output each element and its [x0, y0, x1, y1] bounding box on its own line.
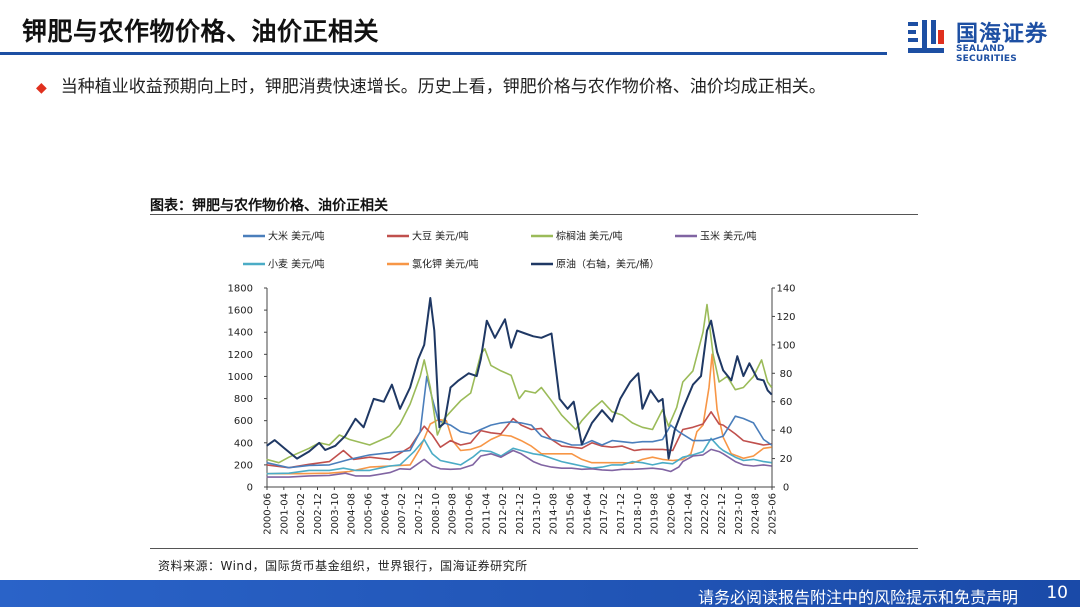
x-tick-label: 2009-08 — [448, 493, 459, 535]
x-tick-label: 2020-06 — [667, 493, 678, 535]
legend-label: 棕榈油 美元/吨 — [556, 230, 623, 243]
x-tick-label: 2007-02 — [397, 493, 408, 535]
bullet-text: 当种植业收益预期向上时，钾肥消费快速增长。历史上看，钾肥价格与农作物价格、油价均… — [60, 77, 826, 97]
x-tick-label: 2023-10 — [734, 493, 745, 535]
y-right-tick-label: 60 — [780, 397, 793, 408]
x-tick-label: 2014-08 — [549, 493, 560, 535]
x-tick-label: 2006-04 — [380, 493, 391, 535]
series-line-6 — [266, 297, 773, 460]
series-line-5 — [266, 353, 772, 475]
x-tick-label: 2010-06 — [465, 493, 476, 535]
y-right-tick-label: 40 — [780, 426, 793, 437]
y-left-tick-label: 1400 — [228, 328, 253, 339]
y-left-tick-label: 0 — [247, 483, 253, 494]
source-rule — [150, 548, 918, 549]
series-line-3 — [266, 448, 772, 478]
footer-disclaimer: 请务必阅读报告附注中的风险提示和免责声明 — [697, 588, 1018, 607]
legend-label: 氯化钾 美元/吨 — [412, 258, 479, 271]
y-right-tick-label: 0 — [783, 483, 789, 494]
title-divider — [0, 52, 887, 55]
logo-english-text: SEALAND SECURITIES — [956, 44, 1017, 64]
y-left-tick-label: 1600 — [228, 306, 253, 317]
chart-top-rule — [150, 214, 918, 215]
series-line-1 — [266, 411, 772, 469]
footer-bar: 请务必阅读报告附注中的风险提示和免责声明 10 — [0, 580, 1080, 607]
x-tick-label: 2021-04 — [683, 493, 694, 535]
legend-label: 玉米 美元/吨 — [700, 230, 757, 243]
x-tick-label: 2016-04 — [582, 493, 593, 535]
x-tick-label: 2001-04 — [279, 493, 290, 535]
x-tick-label: 2025-06 — [768, 493, 779, 535]
price-line-chart: 大米 美元/吨 大豆 美元/吨 棕榈油 美元/吨 玉米 美元/吨小麦 美元/吨 氯化钾 … — [228, 230, 795, 535]
series-line-4 — [266, 437, 772, 475]
y-left-tick-label: 1000 — [228, 372, 253, 383]
page-number: 10 — [1046, 583, 1068, 603]
y-left-tick-label: 200 — [234, 460, 253, 471]
bullet-point: ◆ 当种植业收益预期向上时，钾肥消费快速增长。历史上看，钾肥价格与农作物价格、油价… — [36, 72, 826, 97]
chart-caption: 图表：钾肥与农作物价格、油价正相关 — [150, 198, 388, 214]
diamond-bullet-icon: ◆ — [36, 80, 47, 96]
y-right-tick-label: 20 — [780, 454, 793, 465]
x-tick-label: 2011-04 — [481, 493, 492, 535]
x-tick-label: 2012-02 — [498, 493, 509, 535]
x-tick-label: 2015-06 — [566, 493, 577, 535]
y-right-tick-label: 100 — [776, 340, 795, 351]
x-tick-label: 2008-10 — [431, 493, 442, 535]
x-tick-label: 2002-12 — [313, 493, 324, 535]
x-tick-label: 2013-10 — [532, 493, 543, 535]
y-right-tick-label: 80 — [780, 369, 793, 380]
x-tick-label: 2012-12 — [515, 493, 526, 535]
x-tick-label: 2000-06 — [263, 493, 274, 535]
x-tick-label: 2017-12 — [616, 493, 627, 535]
legend-label: 小麦 美元/吨 — [268, 258, 325, 271]
x-tick-label: 2005-06 — [364, 493, 375, 535]
y-left-tick-label: 400 — [234, 438, 253, 449]
y-left-tick-label: 1200 — [228, 350, 253, 361]
x-tick-label: 2022-02 — [700, 493, 711, 535]
series-line-2 — [266, 303, 773, 464]
x-tick-label: 2024-08 — [751, 493, 762, 535]
y-left-tick-label: 800 — [234, 394, 253, 405]
x-tick-label: 2003-10 — [330, 493, 341, 535]
page-title: 钾肥与农作物价格、油价正相关 — [22, 17, 380, 46]
y-left-tick-label: 600 — [234, 416, 253, 427]
x-tick-label: 2018-10 — [633, 493, 644, 535]
legend-label: 大米 美元/吨 — [268, 230, 325, 243]
logo-chinese-text: 国海证券 — [956, 22, 1049, 47]
y-right-tick-label: 120 — [776, 312, 795, 323]
x-tick-label: 2019-08 — [650, 493, 661, 535]
x-tick-label: 2004-08 — [347, 493, 358, 535]
y-left-tick-label: 1800 — [228, 284, 253, 295]
series-line-0 — [266, 375, 773, 469]
source-note: 资料来源：Wind，国际货币基金组织，世界银行，国海证券研究所 — [158, 559, 528, 573]
y-right-tick-label: 140 — [776, 284, 795, 295]
brand-logo: 国海证券 SEALAND SECURITIES — [906, 14, 1066, 64]
x-tick-label: 2022-12 — [717, 493, 728, 535]
x-tick-label: 2017-02 — [599, 493, 610, 535]
x-tick-label: 2007-12 — [414, 493, 425, 535]
sealand-logo-icon — [908, 20, 944, 53]
legend-label: 大豆 美元/吨 — [412, 230, 469, 243]
legend-label: 原油（右轴，美元/桶） — [556, 258, 659, 271]
x-tick-label: 2002-02 — [296, 493, 307, 535]
